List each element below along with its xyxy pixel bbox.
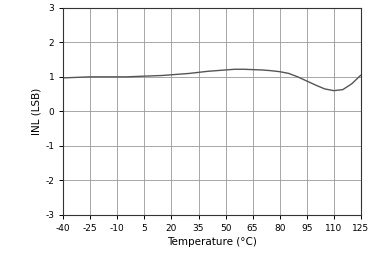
Y-axis label: INL (LSB): INL (LSB)	[31, 88, 41, 135]
X-axis label: Temperature (°C): Temperature (°C)	[167, 237, 257, 247]
